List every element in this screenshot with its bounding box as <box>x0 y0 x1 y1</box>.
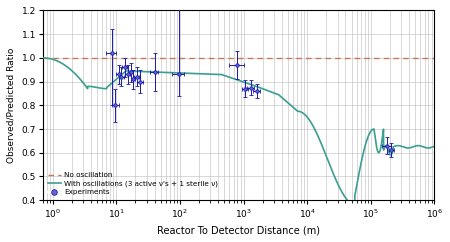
Y-axis label: Observed/Predicted Ratio: Observed/Predicted Ratio <box>7 48 16 163</box>
X-axis label: Reactor To Detector Distance (m): Reactor To Detector Distance (m) <box>157 225 320 235</box>
Legend: No oscillation, With oscillations (3 active ν's + 1 sterile ν), Experiments: No oscillation, With oscillations (3 act… <box>46 171 219 197</box>
